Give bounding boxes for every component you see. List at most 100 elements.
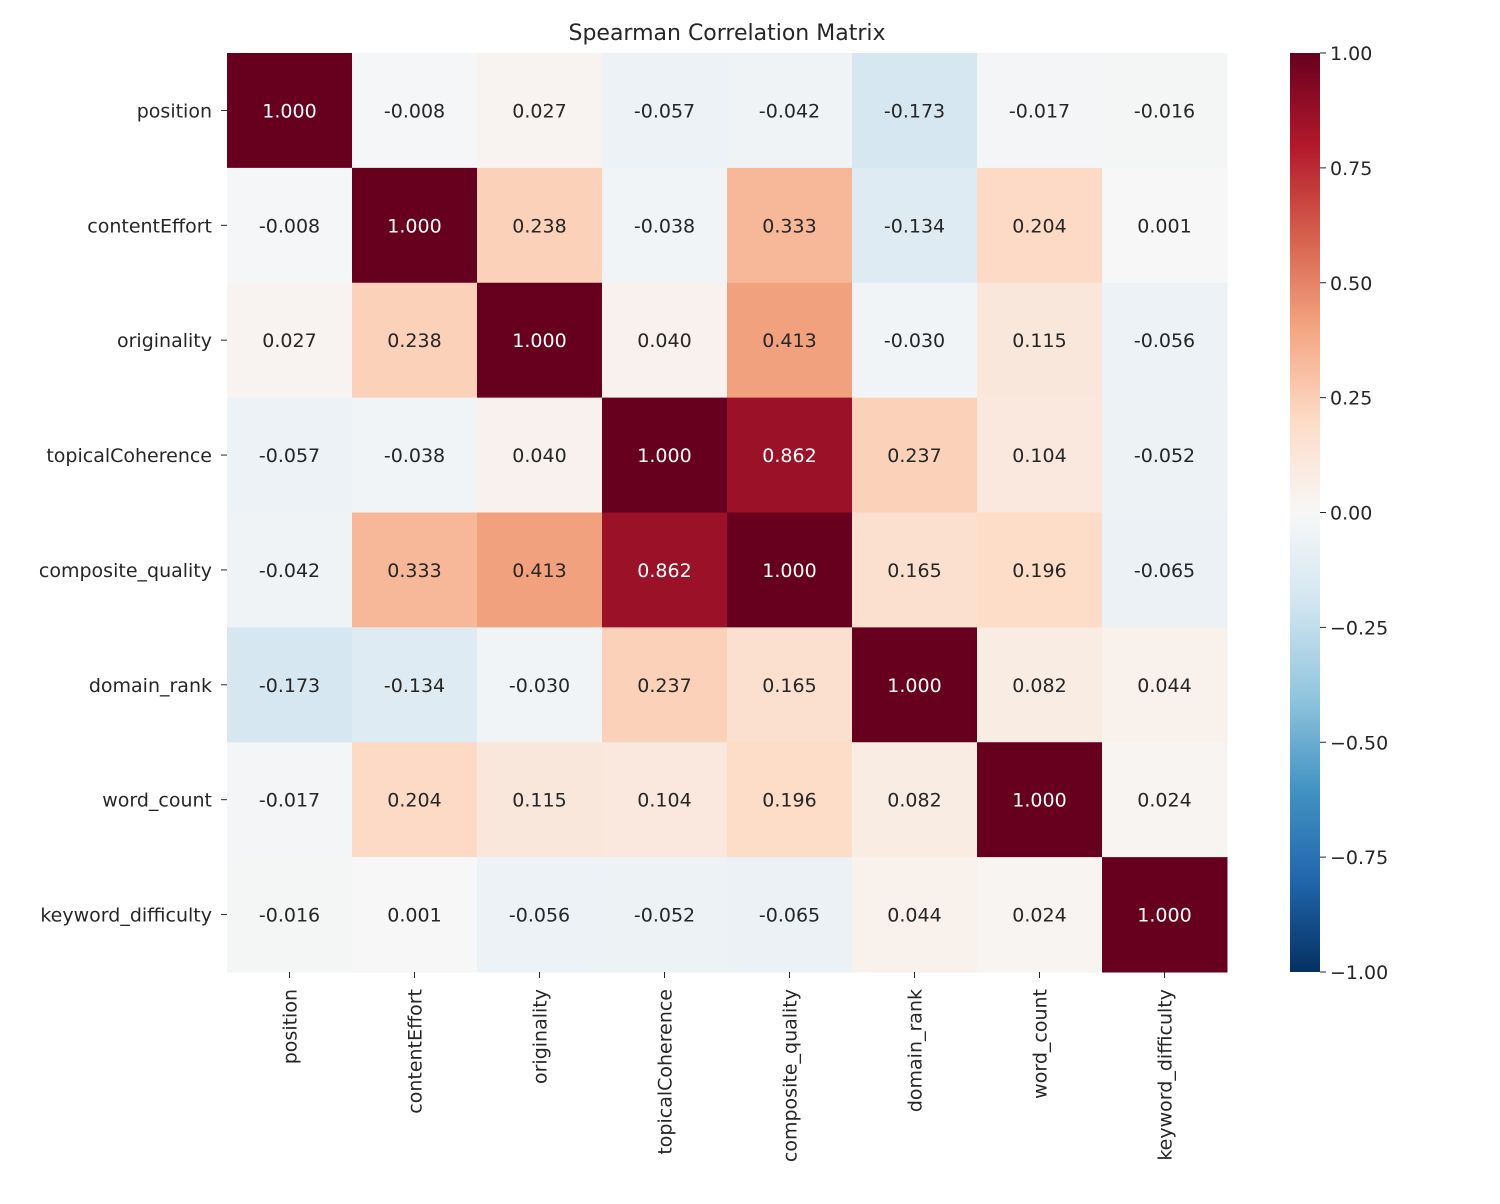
colorbar-tick-label: −0.75 (1330, 847, 1388, 869)
heatmap-cell (602, 167, 728, 284)
heatmap-cell (1102, 742, 1228, 858)
cell-value-label: 0.165 (762, 675, 816, 697)
cell-value-label: 0.082 (887, 790, 941, 812)
cell-value-label: 0.024 (1012, 905, 1066, 927)
cell-value-label: 0.044 (1137, 675, 1191, 697)
cell-value-label: -0.017 (259, 790, 320, 812)
cell-value-label: 0.040 (512, 445, 566, 467)
heatmap-cell (977, 53, 1103, 169)
colorbar-tick-label: 1.00 (1330, 43, 1372, 65)
y-tick-label: originality (117, 330, 212, 352)
heatmap-cell (852, 282, 978, 399)
cell-value-label: -0.056 (1134, 330, 1195, 352)
heatmap-cell (727, 53, 853, 169)
cell-value-label: -0.008 (384, 100, 445, 122)
heatmap-cell (852, 742, 978, 858)
heatmap-cell (227, 512, 353, 628)
x-tick-label: word_count (1030, 989, 1052, 1099)
cell-value-label: 0.024 (1137, 790, 1191, 812)
heatmap-cell (477, 512, 603, 628)
cell-value-label: 0.204 (387, 790, 441, 812)
heatmap-cell (852, 397, 978, 513)
colorbar-tick-label: 0.75 (1330, 158, 1372, 180)
heatmap-cell (977, 167, 1103, 284)
cell-value-label: 0.040 (637, 330, 691, 352)
colorbar-tick-label: −0.25 (1330, 617, 1388, 639)
heatmap-cell (227, 167, 353, 284)
heatmap-cell (477, 167, 603, 284)
cell-value-label: 1.000 (262, 100, 316, 122)
heatmap-cell (852, 512, 978, 628)
cell-value-label: 0.204 (1012, 215, 1066, 237)
heatmap-cell (852, 627, 978, 743)
cell-value-label: 0.027 (262, 330, 316, 352)
cell-value-label: 1.000 (387, 215, 441, 237)
heatmap-cell (352, 742, 478, 858)
cell-value-label: 1.000 (762, 560, 816, 582)
cell-value-label: 0.104 (637, 790, 691, 812)
cell-value-label: 0.237 (637, 675, 691, 697)
heatmap-cell (852, 167, 978, 284)
heatmap-cell (602, 282, 728, 399)
heatmap-cell (977, 742, 1103, 858)
colorbar-tick-label: −0.50 (1330, 732, 1388, 754)
cell-value-label: 0.237 (887, 445, 941, 467)
heatmap-cell (727, 282, 853, 399)
heatmap-cell (977, 397, 1103, 513)
cell-value-label: 1.000 (1137, 905, 1191, 927)
cell-value-label: -0.065 (759, 905, 820, 927)
heatmap-cell (1102, 627, 1228, 743)
cell-value-label: 1.000 (512, 330, 566, 352)
y-tick-label: topicalCoherence (46, 445, 212, 467)
cell-value-label: 0.196 (762, 790, 816, 812)
heatmap-cell (477, 282, 603, 399)
cell-value-label: -0.052 (634, 905, 695, 927)
heatmap-cell (352, 397, 478, 513)
cell-value-label: 0.413 (512, 560, 566, 582)
cell-value-label: 0.862 (637, 560, 691, 582)
heatmap-cell (477, 53, 603, 169)
heatmap-cell (352, 167, 478, 284)
heatmap-cell (227, 282, 353, 399)
cell-value-label: -0.173 (884, 100, 945, 122)
heatmap-cell (602, 742, 728, 858)
cell-value-label: -0.173 (259, 675, 320, 697)
x-tick-label: composite_quality (780, 989, 802, 1162)
cell-value-label: 0.165 (887, 560, 941, 582)
cell-value-label: -0.056 (509, 905, 570, 927)
x-tick-label: originality (530, 989, 552, 1084)
cell-value-label: -0.038 (384, 445, 445, 467)
cell-value-label: 0.044 (887, 905, 941, 927)
heatmap-cell (977, 282, 1103, 399)
cell-value-label: 0.001 (387, 905, 441, 927)
heatmap-cell (227, 53, 353, 169)
heatmap-cell (602, 397, 728, 513)
heatmap-cell (977, 857, 1103, 973)
heatmap-cell (352, 512, 478, 628)
colorbar-tick-label: 0.25 (1330, 388, 1372, 410)
heatmap-cell (727, 742, 853, 858)
y-tick-label: position (137, 100, 212, 122)
heatmap-cell (352, 627, 478, 743)
cell-value-label: 0.115 (512, 790, 566, 812)
heatmap-cell (977, 512, 1103, 628)
x-axis-labels: position contentEffort originality topicalC… (280, 972, 1177, 1162)
x-tick-label: domain_rank (905, 989, 927, 1112)
heatmap-cell (352, 282, 478, 399)
heatmap-cell (227, 627, 353, 743)
x-tick-label: position (280, 989, 302, 1064)
heatmap-cell (727, 627, 853, 743)
heatmap-cells: 1.000 -0.008 0.027 -0.057 -0.042 -0.173 -0.017… (227, 53, 1228, 973)
cell-value-label: -0.052 (1134, 445, 1195, 467)
heatmap-cell (227, 742, 353, 858)
y-axis-labels: position contentEffort originality topicalC… (39, 100, 227, 927)
heatmap-cell (727, 167, 853, 284)
heatmap-cell (1102, 282, 1228, 399)
cell-value-label: 0.082 (1012, 675, 1066, 697)
cell-value-label: -0.016 (1134, 100, 1195, 122)
cell-value-label: -0.038 (634, 215, 695, 237)
y-tick-label: domain_rank (89, 675, 212, 697)
cell-value-label: -0.134 (884, 215, 945, 237)
